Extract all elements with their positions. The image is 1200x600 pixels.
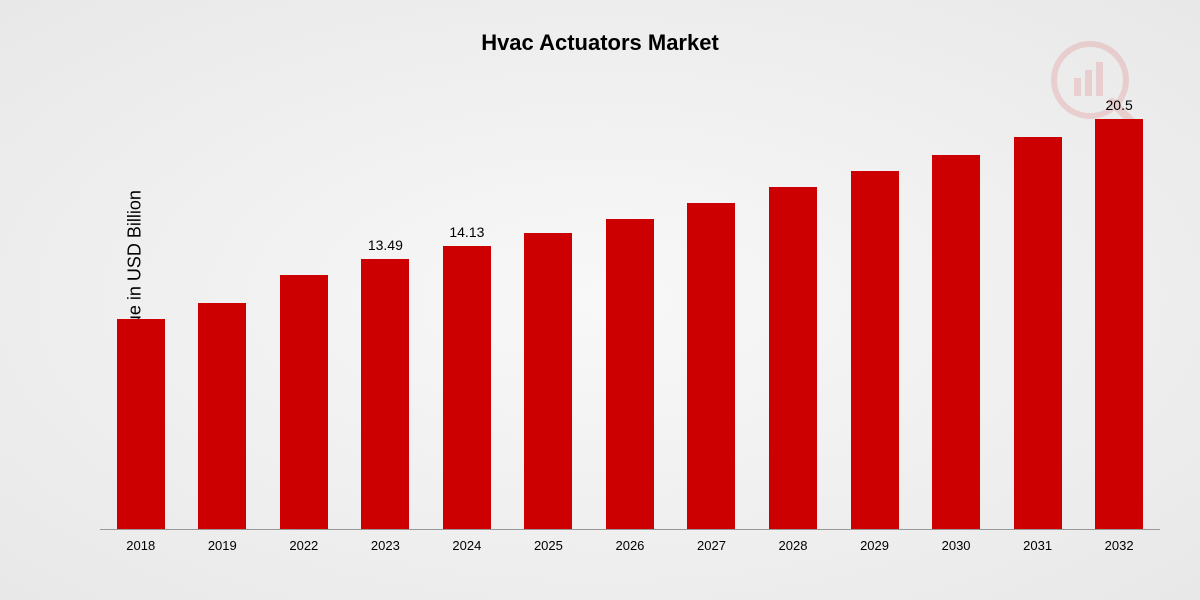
x-axis-labels: 2018 2019 2022 2023 2024 2025 2026 2027 2028 2029… <box>100 538 1160 553</box>
x-tick-label: 2025 <box>510 538 586 553</box>
bar <box>606 219 654 529</box>
bar-wrapper <box>755 181 831 529</box>
bar <box>361 259 409 529</box>
bar-wrapper <box>592 213 668 529</box>
bar <box>932 155 980 529</box>
bar-wrapper <box>510 227 586 529</box>
bar-wrapper <box>1000 131 1076 529</box>
x-tick-label: 2018 <box>103 538 179 553</box>
x-tick-label: 2022 <box>266 538 342 553</box>
x-tick-label: 2032 <box>1081 538 1157 553</box>
bar-wrapper <box>837 165 913 529</box>
x-tick-label: 2028 <box>755 538 831 553</box>
bar-value-label: 20.5 <box>1106 97 1133 113</box>
bars-container: 13.4914.1320.5 <box>100 110 1160 529</box>
bar <box>280 275 328 529</box>
bar <box>1095 119 1143 529</box>
bar-wrapper: 14.13 <box>429 224 505 529</box>
bar <box>198 303 246 529</box>
bar-wrapper <box>918 149 994 529</box>
x-tick-label: 2031 <box>1000 538 1076 553</box>
bar-wrapper: 13.49 <box>347 237 423 529</box>
bar <box>443 246 491 529</box>
bar-value-label: 14.13 <box>449 224 484 240</box>
x-tick-label: 2027 <box>673 538 749 553</box>
bar <box>851 171 899 529</box>
bar <box>687 203 735 529</box>
plot-area: 13.4914.1320.5 <box>100 110 1160 530</box>
bar-value-label: 13.49 <box>368 237 403 253</box>
bar <box>1014 137 1062 529</box>
bar-wrapper <box>103 313 179 529</box>
bar <box>769 187 817 529</box>
bar-wrapper <box>673 197 749 529</box>
x-tick-label: 2019 <box>184 538 260 553</box>
x-tick-label: 2023 <box>347 538 423 553</box>
x-tick-label: 2029 <box>837 538 913 553</box>
x-tick-label: 2026 <box>592 538 668 553</box>
x-tick-label: 2030 <box>918 538 994 553</box>
bar-wrapper <box>184 297 260 529</box>
bar-wrapper: 20.5 <box>1081 97 1157 529</box>
bar-wrapper <box>266 269 342 529</box>
chart-title: Hvac Actuators Market <box>0 0 1200 56</box>
bar <box>117 319 165 529</box>
x-tick-label: 2024 <box>429 538 505 553</box>
bar <box>524 233 572 529</box>
